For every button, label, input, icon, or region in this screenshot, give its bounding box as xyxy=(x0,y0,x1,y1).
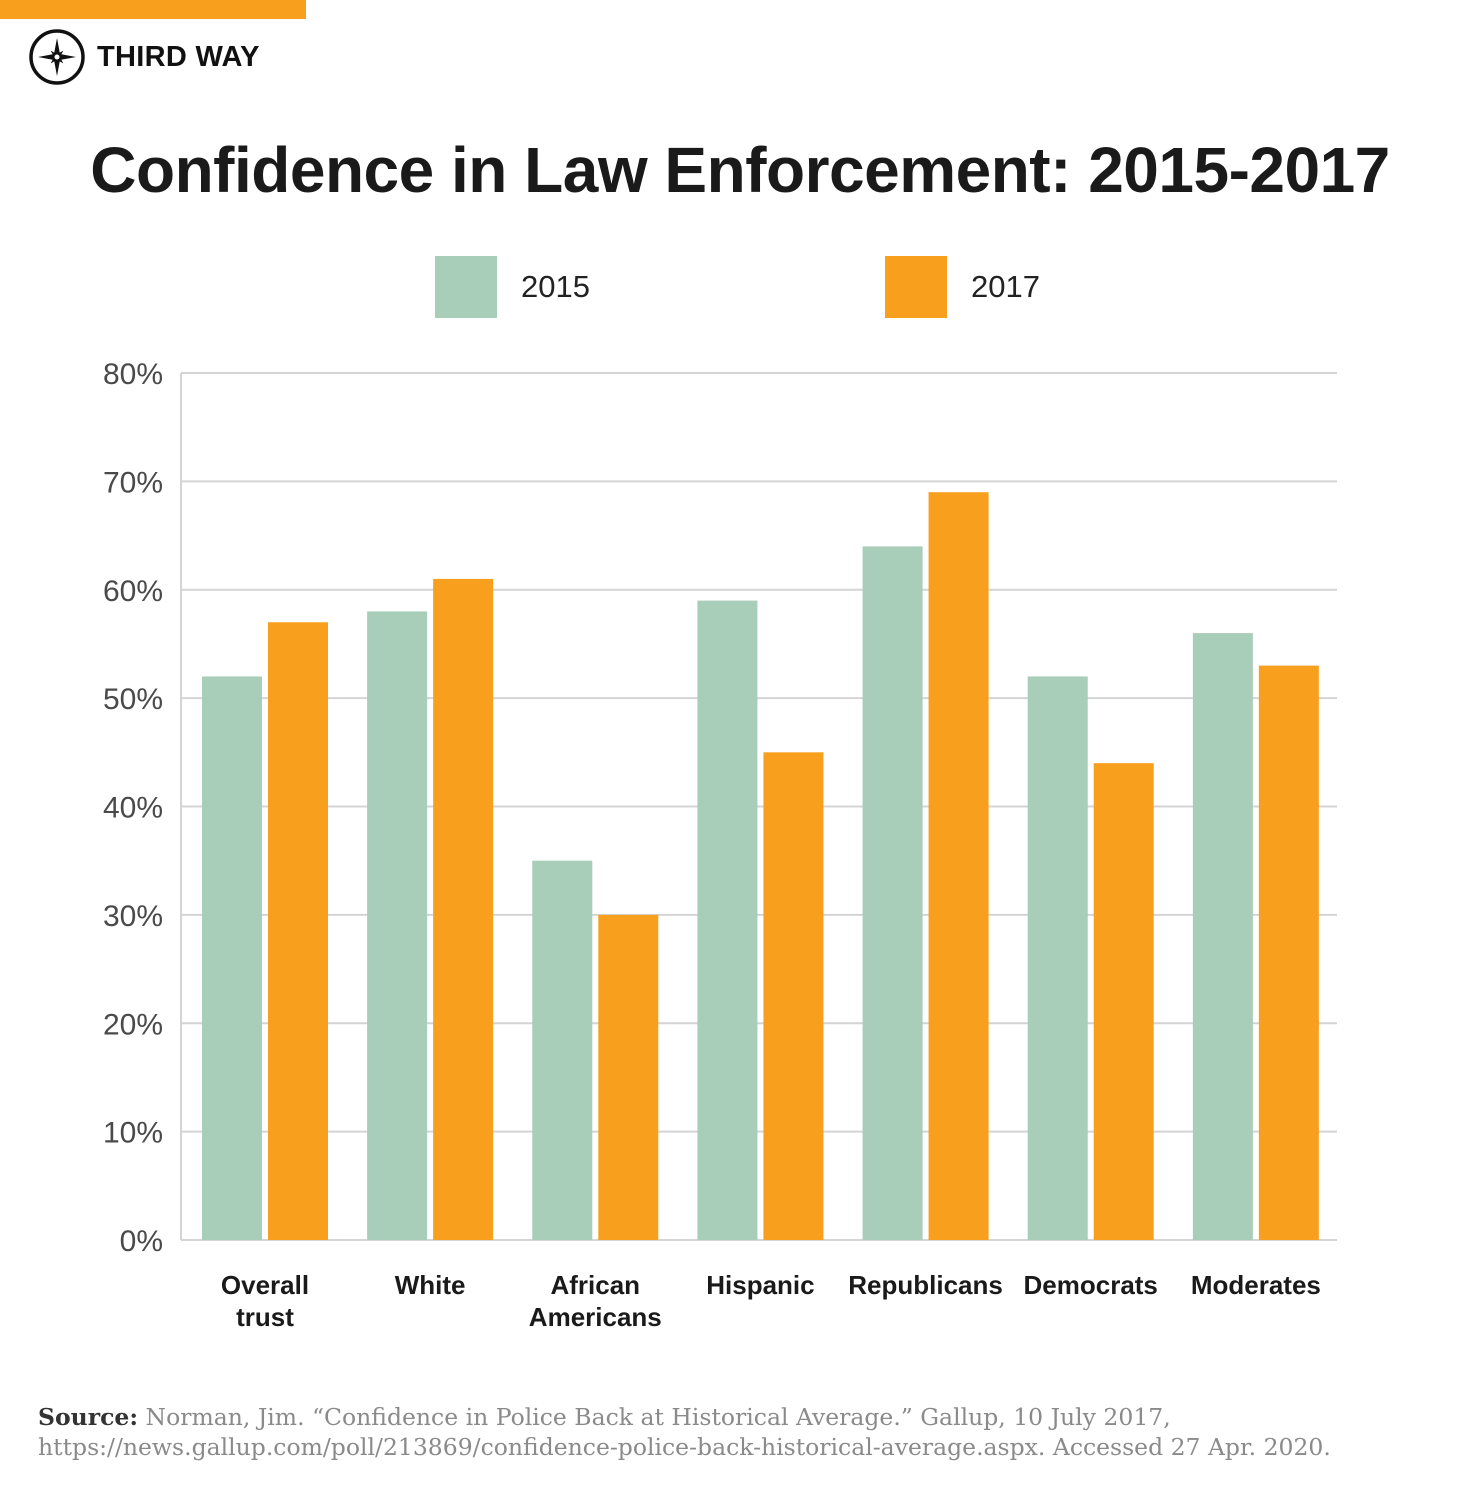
compass-icon xyxy=(29,29,85,85)
bar-2017 xyxy=(433,578,494,1240)
bar-2017 xyxy=(598,914,659,1240)
y-tick-label: 40% xyxy=(103,792,163,825)
accent-bar xyxy=(0,0,306,19)
source-label: Source: xyxy=(38,1403,139,1431)
y-tick-label: 30% xyxy=(103,900,163,933)
chart-legend: 2015 2017 xyxy=(0,256,1480,318)
legend-item-2017: 2017 xyxy=(885,256,1040,318)
chart-title: Confidence in Law Enforcement: 2015-2017 xyxy=(90,134,1390,206)
bar-2015 xyxy=(697,600,758,1240)
x-tick-label: Republicans xyxy=(848,1270,1003,1300)
y-tick-label: 60% xyxy=(103,575,163,608)
legend-swatch-2015 xyxy=(435,256,497,318)
bar-2017 xyxy=(268,622,328,1240)
bar-2017 xyxy=(1093,763,1154,1240)
x-tick-label: White xyxy=(395,1270,466,1300)
x-tick-label: Overall xyxy=(221,1270,309,1300)
x-tick-label: Americans xyxy=(529,1302,662,1332)
y-tick-label: 20% xyxy=(103,1008,163,1041)
y-tick-label: 0% xyxy=(120,1225,163,1258)
bar-2015 xyxy=(202,676,262,1240)
source-note: Source: Norman, Jim. “Confidence in Poli… xyxy=(38,1402,1458,1462)
bar-2015 xyxy=(1192,633,1253,1240)
bar-2015 xyxy=(862,546,923,1240)
legend-swatch-2017 xyxy=(885,256,947,318)
y-tick-label: 50% xyxy=(103,683,163,716)
bar-2015 xyxy=(1027,676,1088,1240)
brand-name: THIRD WAY xyxy=(97,40,260,73)
x-tick-label: African xyxy=(550,1270,640,1300)
y-tick-label: 10% xyxy=(103,1117,163,1150)
x-tick-label: Hispanic xyxy=(706,1270,814,1300)
bar-2017 xyxy=(1258,665,1319,1240)
source-text: Norman, Jim. “Confidence in Police Back … xyxy=(38,1403,1331,1461)
x-tick-label: trust xyxy=(236,1302,294,1332)
bar-2017 xyxy=(928,492,989,1240)
legend-label-2017: 2017 xyxy=(971,269,1040,304)
legend-label-2015: 2015 xyxy=(521,269,590,304)
bar-2015 xyxy=(532,860,593,1240)
y-tick-label: 70% xyxy=(103,466,163,499)
y-tick-label: 80% xyxy=(103,358,163,391)
x-tick-label: Democrats xyxy=(1024,1270,1158,1300)
third-way-logo: THIRD WAY xyxy=(28,28,260,86)
bar-2017 xyxy=(763,752,824,1240)
legend-item-2015: 2015 xyxy=(435,256,590,318)
bar-2015 xyxy=(367,611,428,1240)
x-tick-label: Moderates xyxy=(1191,1270,1321,1300)
